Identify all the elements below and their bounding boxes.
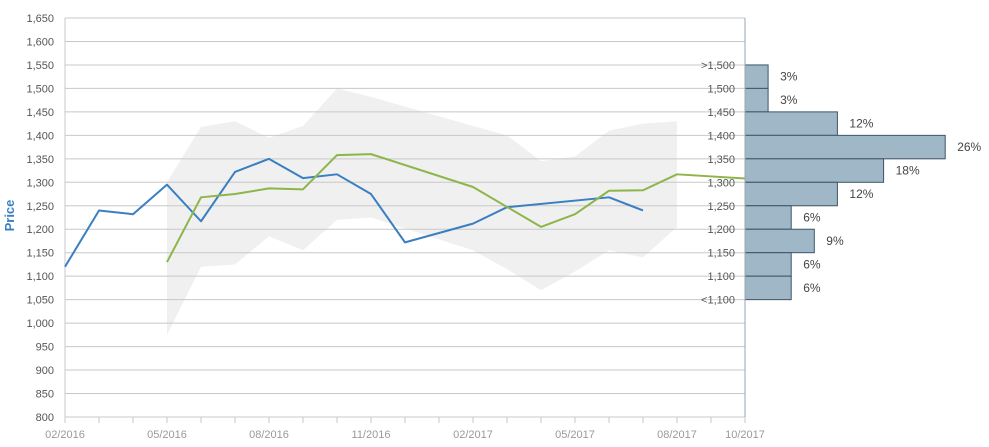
distribution-bucket-label: 1,150 [707,248,735,260]
x-axis-ticks: 02/2016 05/2016 08/2016 11/2016 02/2017 05/20… [45,417,765,441]
distribution-bucket-label: 1,350 [707,154,735,166]
series-line-2 [166,153,746,263]
distribution-bar [744,228,815,254]
y-axis-label: Price [2,200,17,232]
y-tick-label: 900 [36,365,54,377]
distribution-bucket-label: 1,400 [707,130,735,142]
distribution-bar [744,64,769,89]
y-tick-label: 1,200 [26,224,54,236]
distribution-bar [744,111,838,136]
distribution-bucket-label: <1,100 [701,295,735,307]
y-tick-label: 950 [36,342,54,354]
distribution-percent: 3% [780,70,798,84]
y-tick-label: 1,400 [26,130,54,142]
x-tick-label: 08/2016 [249,429,289,441]
y-tick-label: 1,150 [26,248,54,260]
distribution-bar [744,275,792,301]
y-tick-label: 1,550 [26,60,54,72]
x-tick-label: 02/2016 [45,429,85,441]
price-range-band [167,88,677,335]
x-tick-label: 05/2017 [555,429,595,441]
y-tick-label: 1,100 [26,271,54,283]
distribution-bar [744,134,946,160]
distribution-bucket-label: >1,500 [701,60,735,72]
y-tick-label: 1,500 [26,83,54,95]
price-series [64,153,746,268]
distribution-bar [744,87,769,113]
x-tick-label: 02/2017 [453,429,493,441]
distribution-percent: 6% [803,257,821,271]
y-tick-label: 1,000 [26,318,54,330]
y-tick-label: 1,600 [26,36,54,48]
y-tick-label: 1,650 [26,13,54,25]
y-tick-label: 850 [36,389,54,401]
y-tick-label: 1,050 [26,295,54,307]
x-tick-label: 08/2017 [657,429,697,441]
distribution-bucket-label: 1,300 [707,177,735,189]
distribution-percent: 3% [780,93,798,107]
distribution-percent: 6% [803,281,821,295]
distribution-percent: 12% [849,117,873,131]
price-distribution: 3% >1,500 3% 1,500 12% 1,450 26% 1,400 18% 1,350 1… [701,60,982,307]
distribution-percent: 6% [803,211,821,225]
distribution-bar [744,181,838,207]
series-line-1 [64,157,644,268]
x-tick-label: 05/2016 [147,429,187,441]
distribution-bar [744,252,792,277]
distribution-percent: 18% [896,164,920,178]
gridlines [64,17,745,418]
distribution-bar [744,158,885,183]
distribution-percent: 12% [849,187,873,201]
distribution-percent: 9% [826,234,844,248]
y-tick-label: 1,350 [26,154,54,166]
x-tick-label: 11/2016 [352,429,391,441]
y-axis-ticks: 800 850 900 950 1,000 1,050 1,100 1,150 1,200 1,2… [26,13,54,424]
y-tick-label: 800 [36,412,54,424]
y-tick-label: 1,450 [26,107,54,119]
distribution-percent: 26% [957,140,981,154]
range-band-area [167,88,677,335]
distribution-bucket-label: 1,250 [707,201,735,213]
distribution-bucket-label: 1,100 [707,271,735,283]
distribution-bucket-label: 1,500 [707,83,735,95]
y-tick-label: 1,250 [26,201,54,213]
distribution-bar [744,205,792,230]
y-tick-label: 1,300 [26,177,54,189]
x-tick-label: 10/2017 [725,429,765,441]
distribution-bucket-label: 1,200 [707,224,735,236]
distribution-bucket-label: 1,450 [707,107,735,119]
